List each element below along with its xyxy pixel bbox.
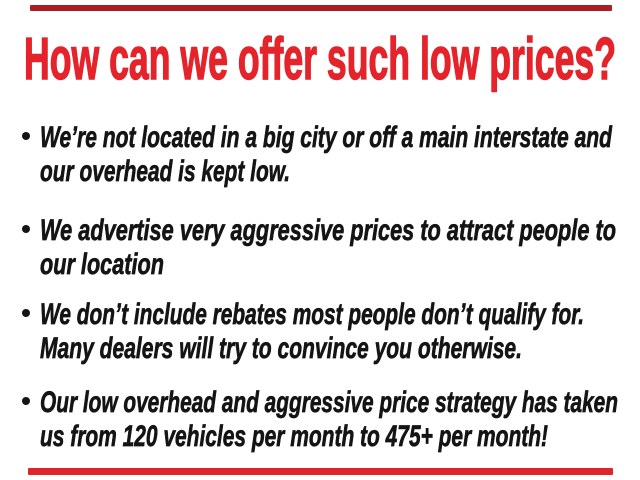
bullet-text-line: us from 120 vehicles per month to 475+ p… xyxy=(40,420,548,453)
bullet-dot-icon xyxy=(22,309,30,317)
bullet-dot-icon xyxy=(22,132,30,140)
bullet-dot-icon xyxy=(22,225,30,233)
page-title: How can we offer such low prices? xyxy=(24,26,616,92)
bottom-accent-bar xyxy=(28,468,613,475)
bullet-text-line: We’re not located in a big city or off a… xyxy=(40,121,612,154)
bullet-text-line: We don’t include rebates most people don… xyxy=(40,298,584,331)
top-accent-bar xyxy=(30,5,612,11)
bullet-item: We’re not located in a big city or off a… xyxy=(22,121,613,188)
bullet-item: We don’t include rebates most people don… xyxy=(22,298,584,365)
bullet-item: We advertise very aggressive prices to a… xyxy=(22,214,616,281)
bullet-text-line: our overhead is kept low. xyxy=(40,155,290,188)
bullet-text-line: Many dealers will try to convince you ot… xyxy=(40,332,522,365)
bullet-item: Our low overhead and aggressive price st… xyxy=(22,386,618,453)
bullet-text-line: our location xyxy=(40,248,164,281)
bullet-text-line: We advertise very aggressive prices to a… xyxy=(40,214,616,247)
bullet-text-line: Our low overhead and aggressive price st… xyxy=(40,386,618,419)
bullet-dot-icon xyxy=(22,397,30,405)
